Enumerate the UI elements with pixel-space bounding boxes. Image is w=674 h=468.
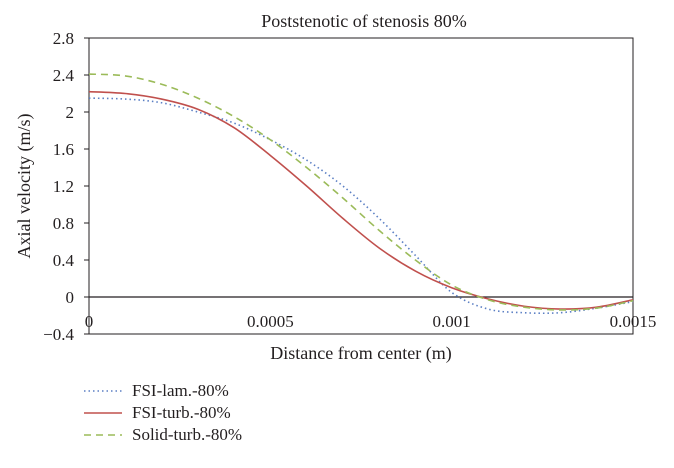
plot-frame xyxy=(88,37,634,335)
chart-title: Poststenotic of stenosis 80% xyxy=(261,11,467,31)
legend-label: FSI-turb.-80% xyxy=(132,403,231,422)
y-tick-label: 0.8 xyxy=(53,214,74,233)
x-axis-ticks: 0 0.0005 0.001 0.0015 xyxy=(85,312,657,331)
legend-item-fsi-lam: FSI-lam.-80% xyxy=(84,380,242,402)
y-axis-label: Axial velocity (m/s) xyxy=(14,114,35,259)
legend-item-fsi-turb: FSI-turb.-80% xyxy=(84,402,242,424)
series-layer xyxy=(88,73,634,315)
y-tick-label: 2.8 xyxy=(53,29,74,48)
legend-swatch-dotted xyxy=(84,390,122,392)
legend-label: FSI-lam.-80% xyxy=(132,381,229,400)
legend-swatch-solid xyxy=(84,412,122,414)
legend-label: Solid-turb.-80% xyxy=(132,425,243,444)
x-tick-label: 0.0005 xyxy=(247,312,294,331)
line-chart: Poststenotic of stenosis 80% 2.8 2.4 2 1.6 1… xyxy=(14,11,657,364)
y-tick-label: 1.2 xyxy=(53,177,74,196)
y-tick-label: 0.4 xyxy=(53,251,75,270)
y-tick-label: 2 xyxy=(66,103,75,122)
x-tick-label: 0.0015 xyxy=(610,312,657,331)
series-line-fsi-lam-80 xyxy=(88,97,634,315)
y-tick-label: 0 xyxy=(66,288,75,307)
x-tick-label: 0.001 xyxy=(433,312,471,331)
y-tick-label: 2.4 xyxy=(53,66,75,85)
legend-swatch-dashed xyxy=(84,434,122,436)
x-tick-label: 0 xyxy=(85,312,94,331)
series-line-solid-turb-80 xyxy=(88,73,634,311)
x-axis-label: Distance from center (m) xyxy=(270,343,451,364)
y-tick-label: −0.4 xyxy=(43,325,74,344)
y-axis-ticks: 2.8 2.4 2 1.6 1.2 0.8 0.4 0 −0.4 xyxy=(43,29,89,344)
y-tick-label: 1.6 xyxy=(53,140,74,159)
chart-legend: FSI-lam.-80% FSI-turb.-80% Solid-turb.-8… xyxy=(84,380,242,446)
series-line-fsi-turb-80 xyxy=(88,90,634,310)
legend-item-solid-turb: Solid-turb.-80% xyxy=(84,424,242,446)
